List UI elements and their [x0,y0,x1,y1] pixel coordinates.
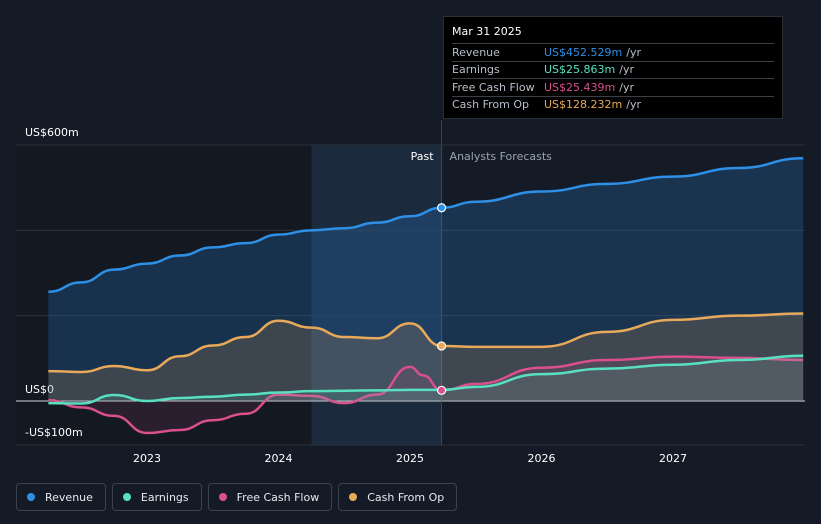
tooltip-row-revenue: Revenue US$452.529m /yr [452,43,774,61]
earnings-line [48,354,804,405]
legend-label: Cash From Op [367,490,445,504]
tooltip-value: US$452.529m [544,45,623,59]
x-tick-label: 2023 [133,452,161,465]
tooltip-row-earnings: Earnings US$25.863m /yr [452,60,774,79]
past-background [16,145,312,445]
data-tooltip: Mar 31 2025 Revenue US$452.529m /yr Earn… [443,16,783,119]
earnings-dot-icon [122,493,131,501]
legend-label: Earnings [140,490,189,504]
legend-item-cash-from-op[interactable]: Cash From Op [338,483,458,511]
tooltip-date: Mar 31 2025 [452,25,522,38]
y-axis-top-label: US$600m [25,126,79,139]
chart-legend: Revenue Earnings Free Cash Flow Cash Fro… [16,483,458,511]
y-axis-bottom-label: -US$100m [25,426,83,439]
tooltip-value: US$25.439m [544,80,616,94]
tooltip-row-free-cash-flow: Free Cash Flow US$25.439m /yr [452,78,774,96]
forecast-label: Analysts Forecasts [450,150,553,163]
tooltip-label: Free Cash Flow [452,80,535,94]
legend-label: Revenue [45,490,93,504]
tooltip-unit: /yr [619,80,634,94]
free-cash-flow-dot-icon [218,493,227,501]
revenue-dot-icon [27,493,35,501]
revenue-line [48,156,804,294]
cash-from-op-area [48,313,804,401]
x-tick-label: 2025 [396,452,424,465]
tooltip-value: US$128.232m [544,98,623,112]
revenue-current-point [436,203,447,213]
tooltip-label: Revenue [452,45,500,59]
x-tick-label: 2026 [528,452,556,465]
tooltip-row-cash-from-op: Cash From Op US$128.232m /yr [452,95,774,114]
legend-label: Free Cash Flow [236,490,320,504]
free-cash-flow-current-point [436,385,447,395]
legend-item-earnings[interactable]: Earnings [111,483,202,511]
tooltip-unit: /yr [626,45,641,59]
cash-from-op-line [48,312,804,374]
cash-from-op-dot-icon [349,493,358,501]
past-label: Past [411,150,435,163]
legend-item-revenue[interactable]: Revenue [16,483,106,511]
revenue-area [48,158,804,401]
cash-from-op-current-point [436,341,447,351]
tooltip-unit: /yr [619,63,634,77]
tooltip-unit: /yr [626,98,641,112]
free-cash-flow-line [48,355,804,435]
tooltip-label: Earnings [452,63,500,77]
legend-item-free-cash-flow[interactable]: Free Cash Flow [207,483,333,511]
tooltip-value: US$25.863m [544,63,616,77]
y-axis-zero-label: US$0 [25,383,54,396]
x-tick-label: 2027 [659,452,687,465]
tooltip-label: Cash From Op [452,98,530,112]
x-tick-label: 2024 [265,452,293,465]
earnings-area [48,355,804,404]
